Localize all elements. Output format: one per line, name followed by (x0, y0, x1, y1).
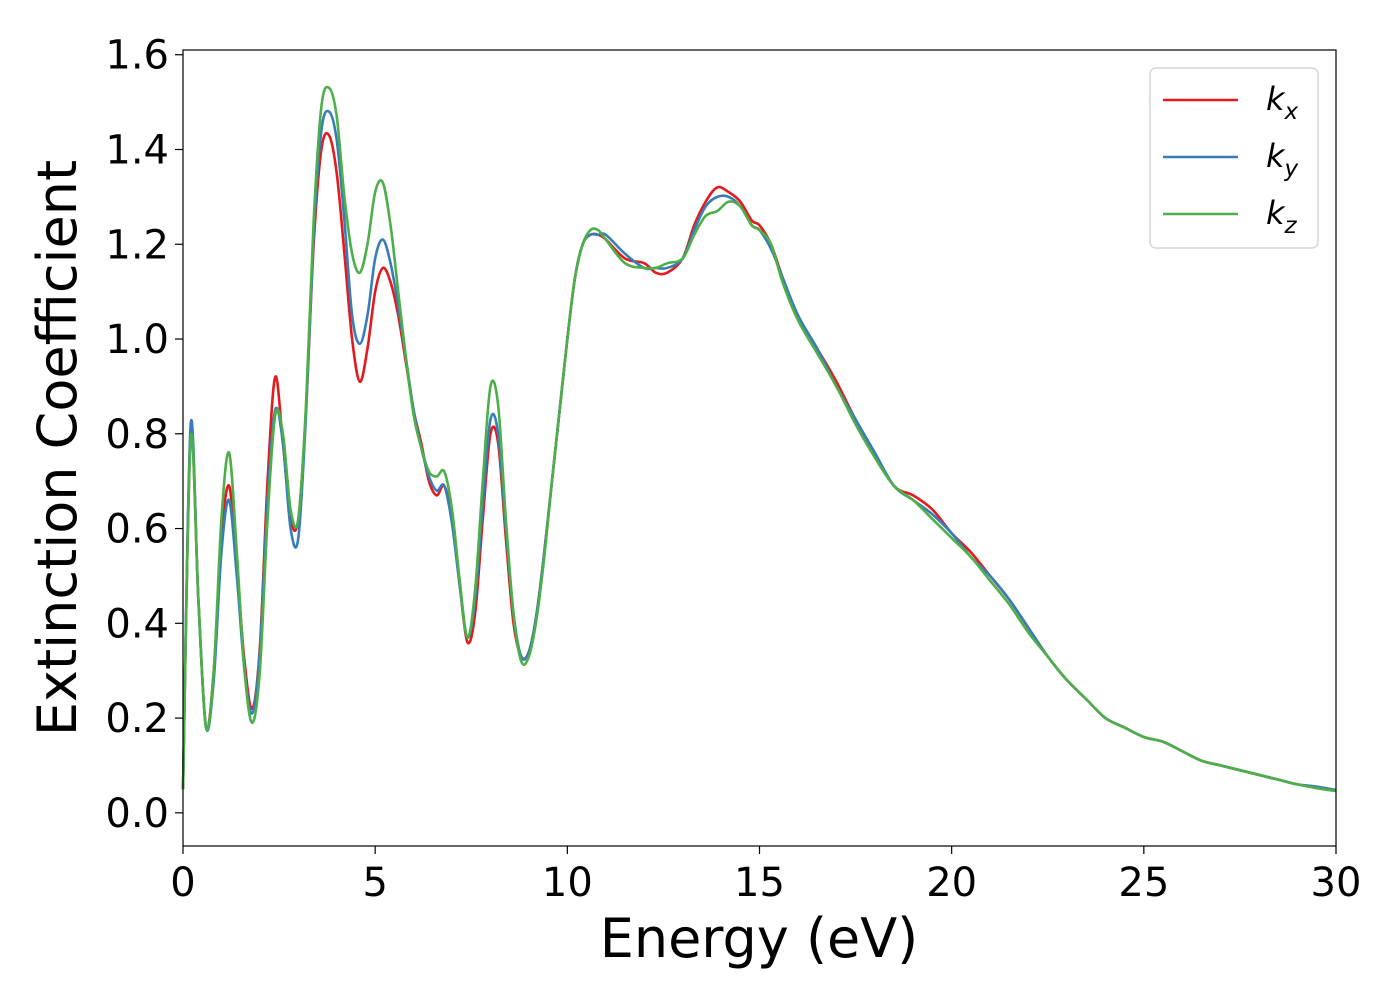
x-tick-label: 30 (1311, 860, 1362, 906)
y-tick-label: 0.4 (105, 601, 169, 647)
x-axis-ticks: 0 5 10 15 20 25 30 (170, 846, 1361, 906)
x-tick-label: 0 (170, 860, 195, 906)
x-axis-title: Energy (eV) (600, 907, 919, 970)
y-tick-label: 0.0 (105, 791, 169, 837)
y-axis-title: Extinction Coefficient (26, 160, 89, 736)
x-tick-label: 20 (926, 860, 977, 906)
y-tick-label: 1.4 (105, 128, 169, 174)
x-tick-label: 25 (1118, 860, 1169, 906)
x-tick-label: 5 (362, 860, 387, 906)
y-tick-label: 0.6 (105, 507, 169, 553)
y-tick-label: 1.6 (105, 33, 169, 79)
series-line-kz (181, 85, 1337, 793)
y-tick-label: 1.2 (105, 222, 169, 268)
series-layer (181, 85, 1337, 793)
y-tick-label: 0.2 (105, 696, 169, 742)
y-tick-label: 1.0 (105, 317, 169, 363)
x-tick-label: 10 (542, 860, 593, 906)
y-axis-ticks: 0.0 0.2 0.4 0.6 0.8 1.0 1.2 1.4 1.6 (105, 33, 183, 837)
x-tick-label: 15 (734, 860, 785, 906)
y-tick-label: 0.8 (105, 412, 169, 458)
